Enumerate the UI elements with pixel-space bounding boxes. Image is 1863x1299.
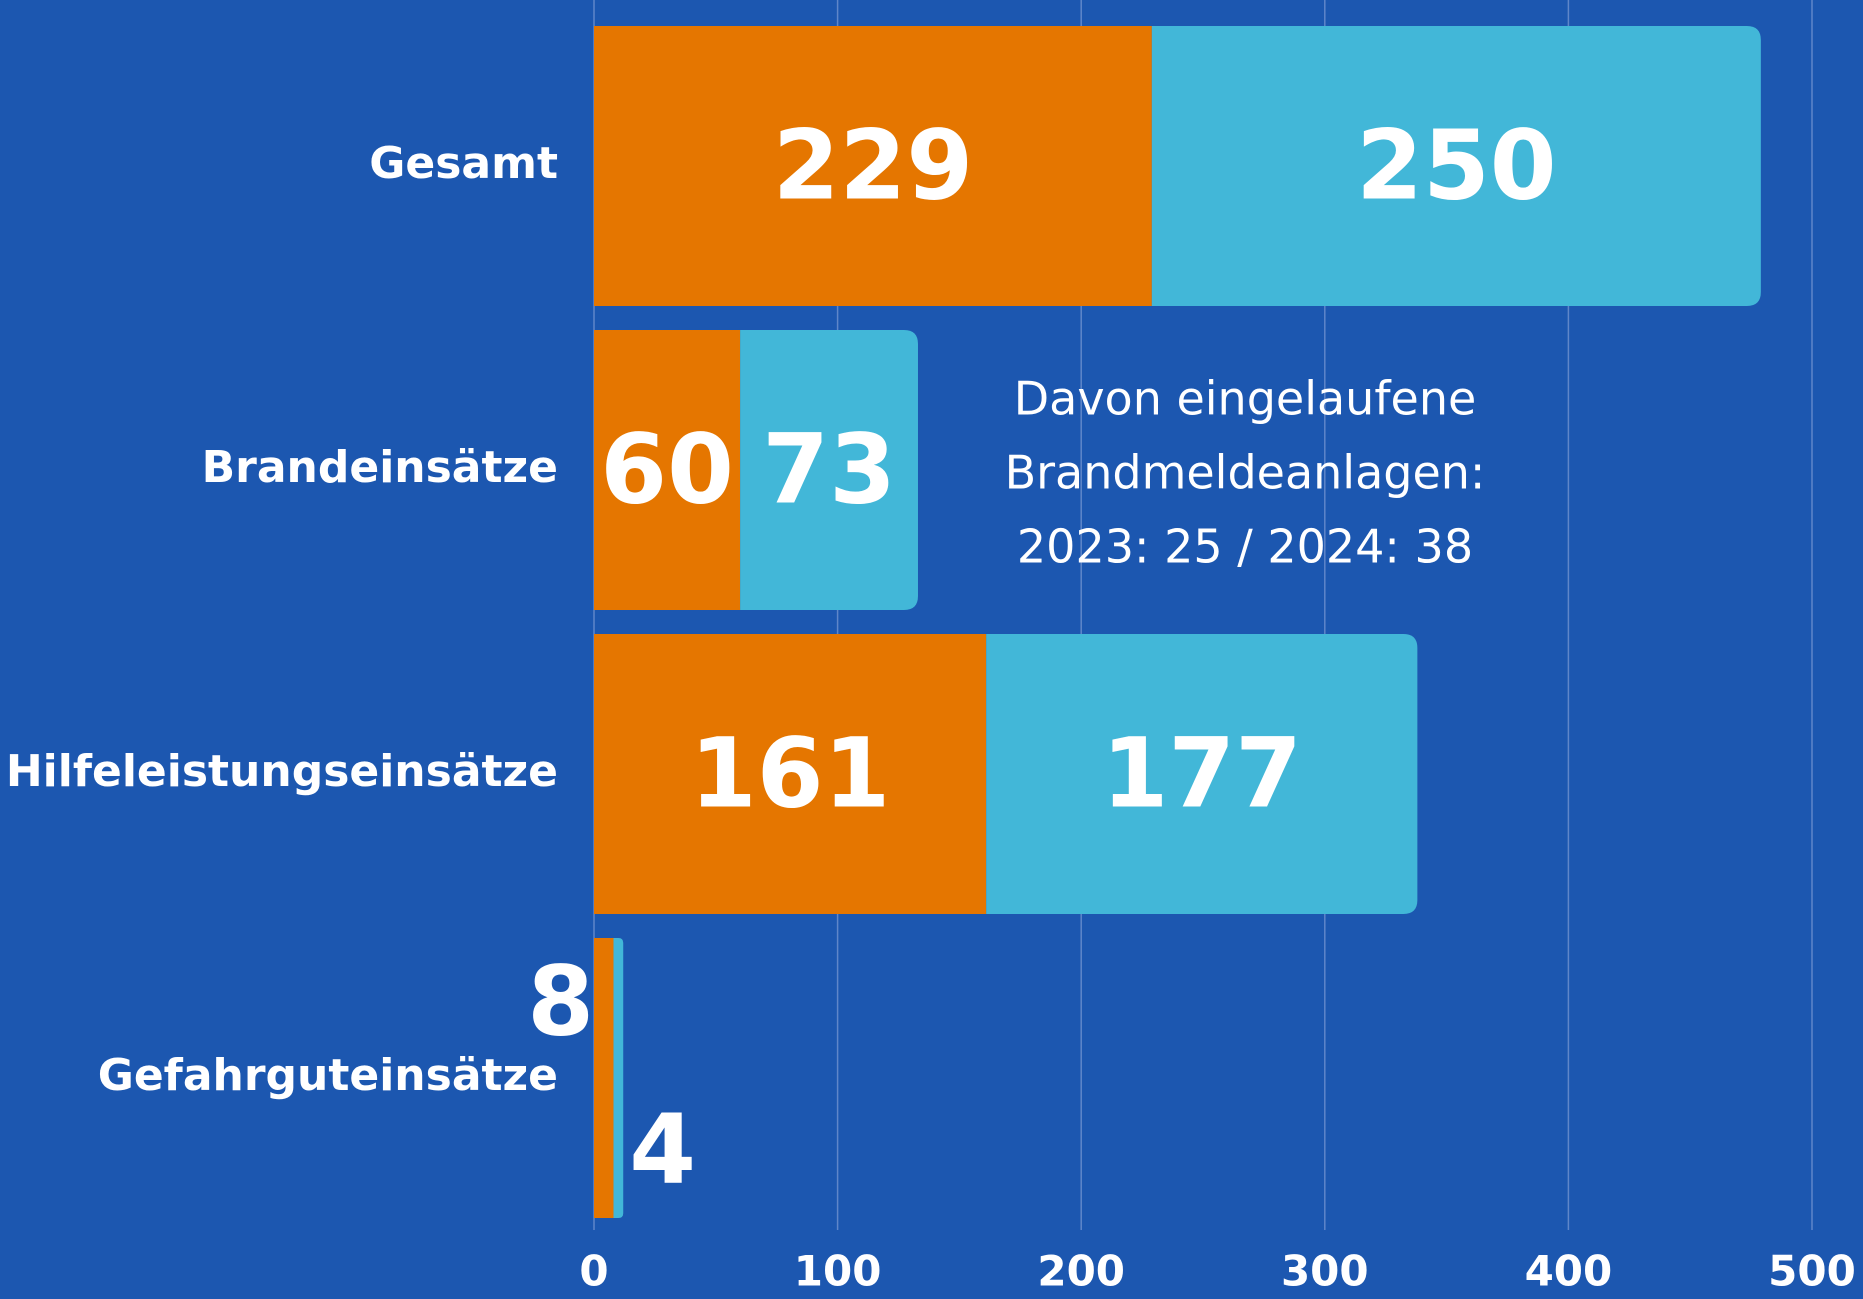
value-label: 8 bbox=[527, 945, 594, 1057]
value-label: 4 bbox=[629, 1094, 696, 1206]
category-label: Hilfeleistungseinsätze bbox=[6, 746, 558, 797]
bar-segment bbox=[594, 938, 614, 1218]
annotation: 2023: 25 / 2024: 38 bbox=[1017, 520, 1473, 574]
bar-segment bbox=[1151, 26, 1761, 306]
annotation: Brandmeldeanlagen: bbox=[1005, 446, 1486, 500]
value-label: 73 bbox=[762, 413, 896, 525]
x-tick-label: 500 bbox=[1768, 1247, 1856, 1296]
category-label: Brandeinsätze bbox=[202, 442, 558, 493]
bar-segment bbox=[594, 26, 1152, 306]
x-tick-label: 200 bbox=[1037, 1247, 1125, 1296]
value-label: 229 bbox=[773, 109, 973, 221]
x-tick-label: 0 bbox=[579, 1247, 608, 1296]
annotation: Davon eingelaufene bbox=[1014, 372, 1477, 426]
bar-segment bbox=[986, 634, 1418, 914]
category-label: Gefahrguteinsätze bbox=[98, 1050, 558, 1101]
value-label: 60 bbox=[600, 413, 734, 525]
x-tick-label: 300 bbox=[1281, 1247, 1369, 1296]
bar-segment bbox=[594, 634, 987, 914]
x-tick-label: 100 bbox=[794, 1247, 882, 1296]
value-label: 177 bbox=[1102, 717, 1302, 829]
value-label: 161 bbox=[690, 717, 890, 829]
value-label: 250 bbox=[1356, 109, 1556, 221]
bar-segment bbox=[594, 330, 741, 610]
category-label: Gesamt bbox=[369, 138, 558, 189]
bar-segment bbox=[740, 330, 918, 610]
x-tick-label: 400 bbox=[1525, 1247, 1613, 1296]
bar-segment bbox=[613, 938, 624, 1218]
